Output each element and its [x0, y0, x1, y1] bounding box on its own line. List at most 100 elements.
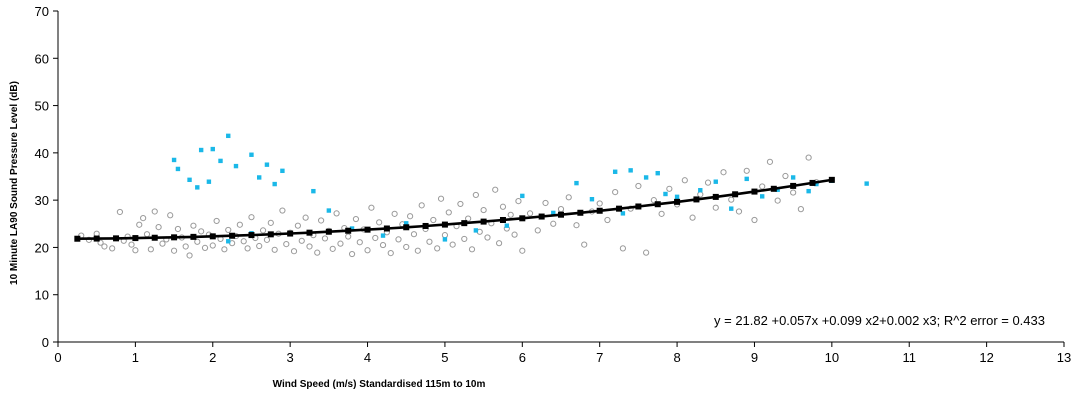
data-point-circle	[143, 231, 151, 238]
fit-point	[306, 229, 313, 236]
fit-point	[499, 216, 506, 223]
data-point-circle	[430, 216, 437, 224]
data-point-circle	[116, 208, 124, 216]
fit-point	[171, 234, 178, 241]
data-point-circle	[345, 233, 352, 240]
data-point-circle	[461, 235, 468, 243]
cyan-square-series	[171, 133, 869, 244]
data-point-circle	[519, 247, 526, 254]
data-point-circle	[437, 195, 445, 202]
fit-point	[74, 235, 81, 242]
y-tick-label: 60	[35, 51, 49, 66]
data-point-square	[589, 196, 595, 202]
data-point-square	[864, 181, 869, 186]
data-point-circle	[259, 227, 267, 234]
data-point-circle	[550, 220, 557, 227]
x-tick-label: 13	[1057, 350, 1071, 365]
fit-point	[732, 191, 739, 198]
data-point-circle	[542, 199, 549, 207]
data-point-circle	[376, 219, 383, 226]
data-point-circle	[225, 226, 232, 234]
data-point-square	[198, 147, 204, 153]
data-point-square	[814, 181, 819, 187]
x-tick-label: 6	[519, 350, 526, 365]
y-tick-label: 20	[35, 240, 49, 255]
data-point-circle	[650, 197, 657, 204]
data-point-square	[775, 187, 780, 192]
x-tick-label: 9	[751, 350, 758, 365]
x-tick-label: 1	[132, 350, 139, 365]
data-point-square	[171, 157, 177, 163]
fit-point	[325, 228, 332, 235]
data-point-square	[473, 228, 479, 233]
x-tick-label: 2	[209, 350, 216, 365]
data-point-square	[280, 168, 285, 174]
data-point-circle	[495, 240, 503, 247]
data-point-circle	[790, 189, 797, 196]
fit-point	[770, 185, 777, 192]
data-point-square	[195, 185, 200, 190]
data-point-square	[674, 194, 680, 200]
data-point-circle	[302, 214, 309, 221]
data-point-circle	[635, 182, 642, 190]
data-point-circle	[658, 210, 665, 217]
data-point-circle	[263, 236, 271, 243]
data-point-circle	[515, 197, 522, 205]
data-point-circle	[797, 206, 804, 213]
data-point-square	[226, 133, 231, 139]
data-point-circle	[368, 204, 375, 211]
data-point-circle	[743, 167, 750, 174]
data-point-circle	[271, 246, 278, 253]
data-point-square	[504, 223, 510, 228]
data-point-circle	[159, 240, 166, 247]
data-point-square	[249, 152, 254, 157]
data-point-circle	[174, 225, 182, 233]
data-point-circle	[426, 238, 433, 245]
axes	[57, 11, 1064, 343]
fit-point	[93, 235, 100, 242]
fit-curve	[74, 176, 835, 242]
data-point-circle	[643, 249, 650, 256]
x-tick-label: 12	[979, 350, 993, 365]
y-tick-label: 0	[42, 335, 49, 350]
data-point-circle	[283, 241, 290, 248]
data-point-circle	[97, 239, 104, 246]
data-point-square	[233, 163, 239, 169]
y-tick-label: 40	[35, 146, 49, 161]
data-point-circle	[248, 214, 255, 221]
data-point-circle	[735, 208, 743, 215]
data-point-circle	[140, 215, 147, 222]
fit-point	[209, 233, 216, 240]
data-point-circle	[329, 245, 336, 252]
data-point-circle	[186, 252, 193, 259]
data-point-circle	[666, 185, 673, 192]
data-point-circle	[136, 221, 143, 228]
data-point-square	[326, 208, 332, 213]
data-point-circle	[612, 189, 619, 196]
y-axis-ticks: 0 10 20 30 40 50 60 70	[35, 4, 58, 350]
data-point-circle	[132, 247, 139, 254]
data-point-circle	[507, 211, 514, 218]
fit-point	[596, 207, 603, 214]
data-point-circle	[403, 243, 410, 251]
data-point-circle	[321, 235, 329, 242]
data-point-circle	[128, 241, 135, 248]
fit-point	[383, 225, 390, 232]
fit-point	[654, 201, 661, 208]
data-point-circle	[782, 172, 789, 180]
data-point-square	[175, 166, 181, 172]
data-point-square	[349, 226, 355, 231]
data-point-circle	[167, 212, 174, 219]
data-point-circle	[101, 243, 108, 250]
data-point-square	[713, 179, 718, 184]
data-point-circle	[294, 222, 301, 229]
data-point-circle	[306, 243, 313, 250]
data-point-circle	[240, 238, 247, 245]
data-point-circle	[155, 223, 162, 231]
fit-point	[693, 196, 700, 203]
data-point-circle	[318, 217, 325, 224]
data-point-circle	[151, 208, 158, 215]
fit-point	[422, 222, 429, 229]
data-point-square	[744, 176, 749, 182]
data-point-circle	[557, 206, 565, 213]
